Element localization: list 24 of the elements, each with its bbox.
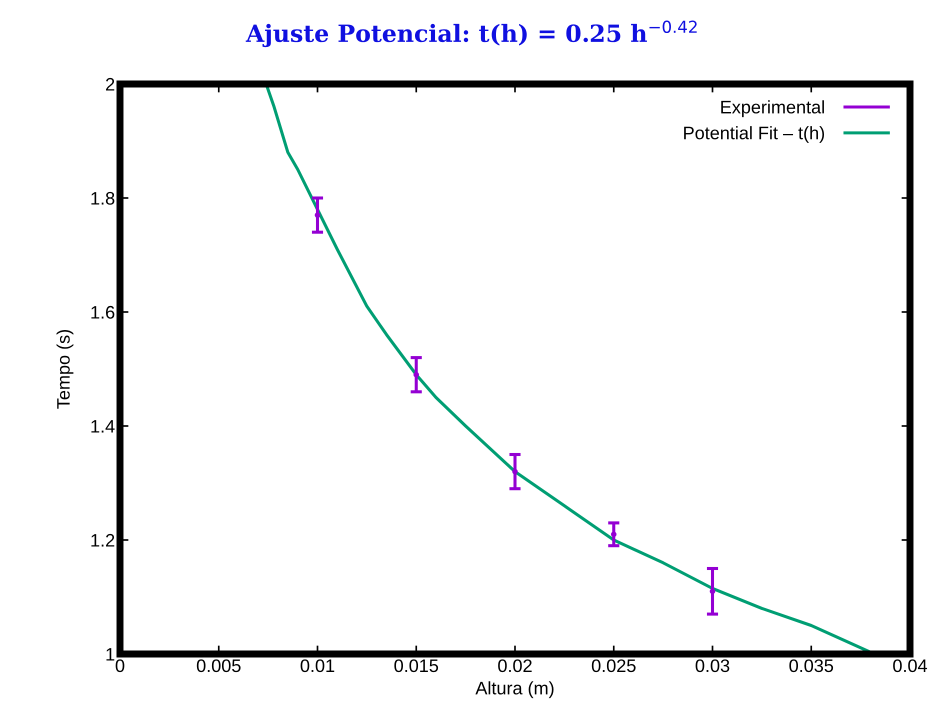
- x-tick-label: 0.04: [893, 659, 928, 672]
- legend-label: Potential Fit – t(h): [684, 126, 824, 143]
- x-tick-label: 0.02: [498, 659, 532, 672]
- y-tick-label: 1.8: [91, 192, 114, 205]
- y-tick-label: 1.2: [91, 534, 114, 547]
- point: [512, 468, 518, 474]
- x-axis-title: Altura (m): [475, 681, 554, 698]
- y-tick-label: 2: [106, 78, 114, 91]
- point: [413, 372, 420, 378]
- x-tick-label: 0.015: [394, 659, 438, 672]
- x-tick-label: 0.03: [696, 659, 730, 672]
- chart-title: Ajuste Potencial: t(h) = 0.25 h$^{−0.42}$: [246, 20, 697, 48]
- x-tick-label: 0: [116, 659, 124, 672]
- legend-label: Experimental: [721, 100, 824, 118]
- point: [610, 532, 617, 538]
- point: [314, 212, 320, 218]
- y-axis-title: Tempo (s): [56, 330, 74, 409]
- x-tick-label: 0.005: [196, 659, 241, 672]
- x-tick-label: 0.035: [789, 659, 834, 672]
- y-tick-label: 1: [106, 648, 114, 661]
- x-tick-label: 0.025: [592, 659, 636, 672]
- y-tick-label: 1.4: [91, 420, 115, 433]
- y-tick-label: 1.6: [91, 306, 114, 319]
- x-tick-label: 0.01: [300, 659, 334, 672]
